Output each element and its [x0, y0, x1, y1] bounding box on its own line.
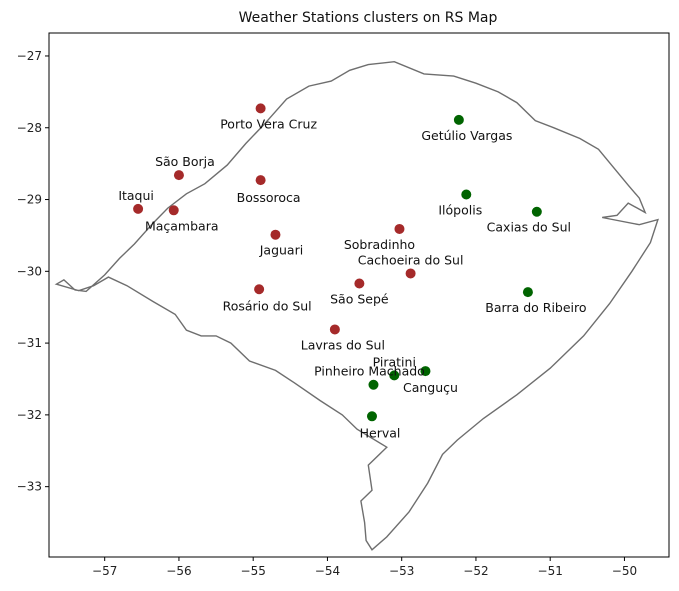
station-marker-barra-do-ribeiro	[522, 287, 533, 298]
station-label-ilopolis: Ilópolis	[438, 203, 482, 218]
x-tick-label: −53	[389, 564, 414, 578]
station-label-sao-sepe: São Sepé	[330, 292, 389, 307]
state-border-layer	[54, 60, 659, 551]
station-label-porto-vera-cruz: Porto Vera Cruz	[220, 116, 317, 131]
station-marker-sobradinho	[394, 223, 405, 234]
x-axis-ticks: −57 −56 −55 −54 −53 −52 −51 −50	[92, 557, 637, 578]
station-marker-lavras-do-sul	[329, 324, 340, 335]
station-label-barra-do-ribeiro: Barra do Ribeiro	[485, 300, 586, 315]
station-label-sobradinho: Sobradinho	[344, 237, 415, 252]
station-marker-jaguari	[270, 229, 281, 240]
y-tick-label: −29	[17, 193, 42, 207]
y-tick-label: −30	[17, 264, 42, 278]
station-marker-bossoroca	[255, 175, 266, 186]
station-marker-sao-borja	[173, 170, 184, 181]
y-axis-ticks: −27 −28 −29 −30 −31 −32 −33	[17, 49, 49, 494]
station-marker-getulio-vargas	[453, 114, 464, 125]
y-tick-label: −32	[17, 408, 42, 422]
x-tick-label: −50	[612, 564, 637, 578]
station-marker-cachoeira-do-sul	[405, 268, 416, 279]
axes-frame	[48, 32, 670, 558]
station-marker-cangucu	[420, 366, 431, 377]
station-label-pinheiro-machado: Pinheiro Machado	[314, 364, 425, 379]
station-label-lavras-do-sul: Lavras do Sul	[301, 337, 385, 352]
x-tick-label: −55	[241, 564, 266, 578]
station-label-caxias-do-sul: Caxias do Sul	[487, 220, 571, 235]
station-marker-sao-sepe	[354, 278, 365, 289]
station-label-piratini: Piratini	[373, 354, 416, 369]
y-tick-label: −31	[17, 336, 42, 350]
station-marker-caxias-do-sul	[531, 206, 542, 217]
station-marker-piratini	[389, 370, 400, 381]
x-tick-label: −51	[538, 564, 563, 578]
station-marker-pinheiro-machado	[368, 379, 379, 390]
station-labels-layer: Porto Vera Cruz São Borja Bossoroca Itaqui M…	[118, 116, 586, 440]
y-tick-label: −33	[17, 480, 42, 494]
station-label-herval: Herval	[360, 425, 401, 440]
stations-layer	[133, 103, 542, 422]
station-marker-herval	[366, 411, 377, 422]
station-marker-ilopolis	[461, 189, 472, 200]
station-label-rosario-do-sul: Rosário do Sul	[223, 298, 312, 313]
station-marker-itaqui	[133, 203, 144, 214]
station-label-getulio-vargas: Getúlio Vargas	[421, 128, 512, 143]
station-marker-porto-vera-cruz	[255, 103, 266, 114]
x-tick-label: −52	[463, 564, 488, 578]
y-tick-label: −28	[17, 121, 42, 135]
station-label-sao-borja: São Borja	[155, 154, 215, 169]
x-tick-label: −54	[315, 564, 340, 578]
chart-title: Weather Stations clusters on RS Map	[239, 10, 498, 26]
y-tick-label: −27	[17, 49, 42, 63]
station-label-bossoroca: Bossoroca	[237, 190, 301, 205]
station-label-macambara: Maçambara	[145, 218, 219, 233]
x-tick-label: −57	[92, 564, 117, 578]
x-tick-label: −56	[166, 564, 191, 578]
station-label-jaguari: Jaguari	[259, 243, 303, 258]
station-label-cangucu: Canguçu	[403, 380, 458, 395]
station-marker-rosario-do-sul	[254, 284, 265, 295]
station-marker-macambara	[168, 205, 179, 216]
rs-state-border	[54, 60, 659, 551]
station-label-cachoeira-do-sul: Cachoeira do Sul	[358, 252, 464, 267]
station-label-itaqui: Itaqui	[118, 188, 154, 203]
